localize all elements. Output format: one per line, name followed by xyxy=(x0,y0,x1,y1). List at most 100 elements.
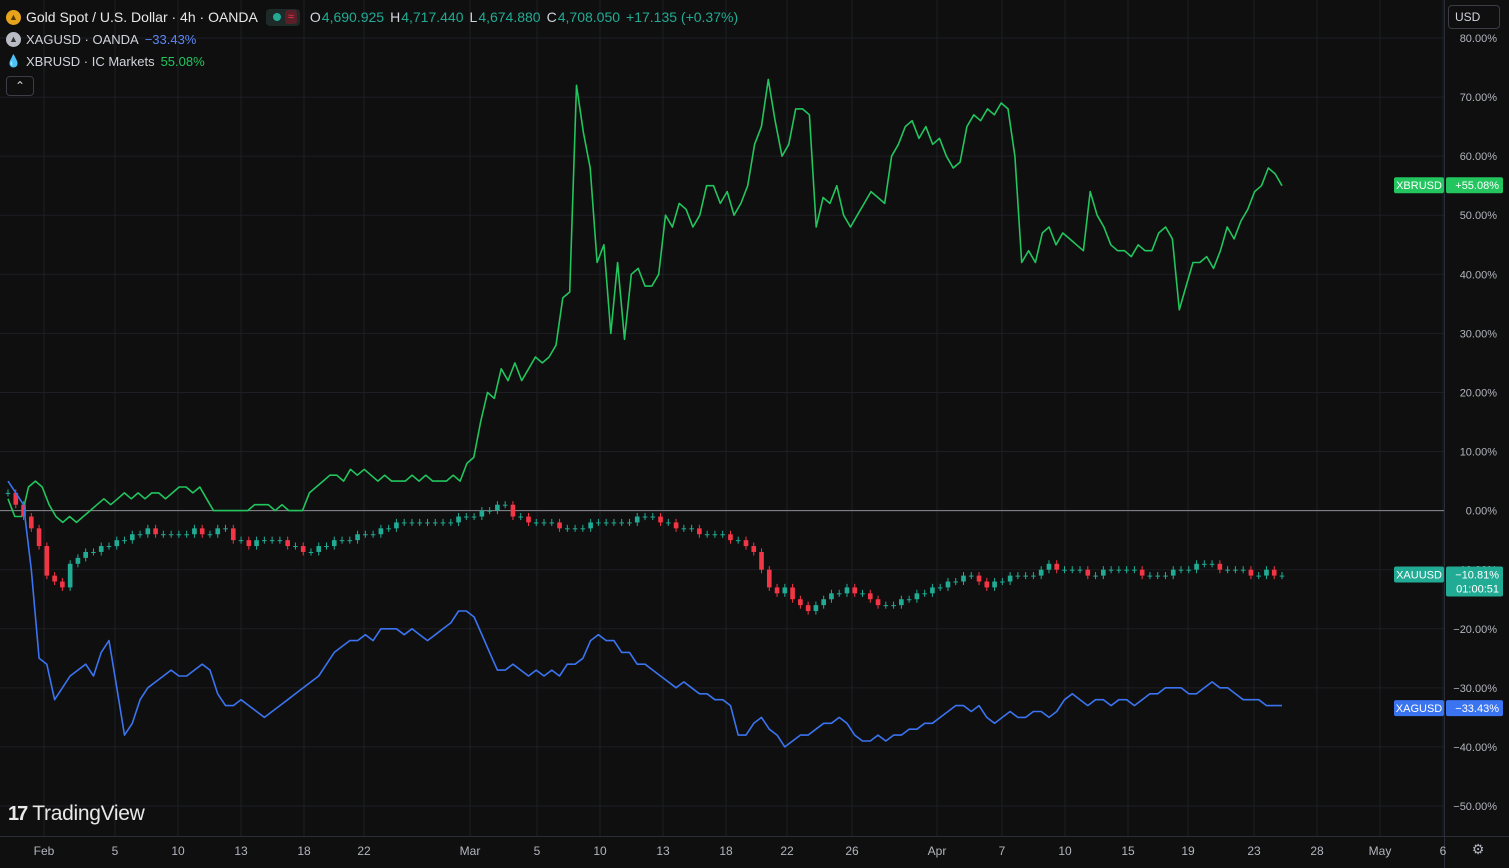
candle-body xyxy=(1069,569,1075,571)
y-tick-label: −40.00% xyxy=(1453,742,1497,754)
candle-body xyxy=(238,540,244,542)
x-tick-label: 5 xyxy=(112,844,119,858)
candle-body xyxy=(572,528,578,530)
price-label-value-bg xyxy=(1446,177,1503,194)
xbr-symbol-title[interactable]: XBRUSD · IC Markets xyxy=(26,53,155,69)
candle-body xyxy=(1132,569,1137,571)
series-line-xagusd[interactable] xyxy=(7,480,1282,748)
x-tick-label: 10 xyxy=(171,844,185,858)
price-label-xbrusd[interactable]: XBRUSD +55.08% xyxy=(1394,177,1503,194)
candle-body xyxy=(5,492,11,494)
candle-body xyxy=(728,534,733,541)
candle-body xyxy=(953,581,959,583)
y-tick-label: 30.00% xyxy=(1460,328,1498,340)
gear-icon[interactable]: ⚙ xyxy=(1471,841,1485,857)
x-tick-label: 18 xyxy=(297,844,311,858)
candle-body xyxy=(759,551,764,570)
candle-body xyxy=(836,593,842,595)
legend-collapse-button[interactable]: ⌃ xyxy=(6,76,34,96)
xbr-percent: 55.08% xyxy=(160,53,205,69)
x-axis[interactable]: Feb 5 10 13 18 22 Mar 5 10 13 18 22 26 Apr 7 10 15 19 23 28… xyxy=(34,844,1447,858)
candle-body xyxy=(665,522,671,524)
candle-body xyxy=(875,599,881,606)
price-label-xagusd[interactable]: XAGUSD −33.43% xyxy=(1394,700,1503,717)
candle-body xyxy=(774,587,780,594)
series-line-xbrusd[interactable] xyxy=(7,78,1283,524)
candle-body xyxy=(1062,569,1067,571)
x-tick-label: 28 xyxy=(1310,844,1324,858)
candle-body xyxy=(114,540,120,547)
candle-body xyxy=(673,522,679,529)
candle-body xyxy=(611,522,617,524)
price-label-name: XAUUSD xyxy=(1396,569,1442,581)
price-label-value: +55.08% xyxy=(1455,180,1499,192)
tradingview-logo[interactable]: 17 TradingView xyxy=(8,802,145,826)
market-status-pill[interactable]: ≈ xyxy=(265,8,300,26)
y-tick-label: 40.00% xyxy=(1460,269,1498,281)
candle-body xyxy=(339,540,345,542)
candle-body xyxy=(984,581,990,588)
candle-body xyxy=(1007,575,1013,582)
x-tick-label: 13 xyxy=(656,844,670,858)
silver-symbol-icon: ▲ xyxy=(6,31,21,47)
price-label-xauusd[interactable]: XAUUSD −10.81% 01:00:51 xyxy=(1394,566,1503,597)
y-tick-label: 70.00% xyxy=(1460,92,1498,104)
candle-body xyxy=(425,522,430,524)
candle-body xyxy=(619,522,625,524)
grid xyxy=(0,0,1444,836)
x-tick-label: 6 xyxy=(1440,844,1447,858)
candle-body xyxy=(1023,575,1028,577)
candle-body xyxy=(378,528,384,535)
x-tick-label: 22 xyxy=(357,844,371,858)
y-axis[interactable]: 80.00% 70.00% 60.00% 50.00% 40.00% 30.00% 20.0… xyxy=(1453,33,1497,813)
candle-body xyxy=(1271,569,1277,576)
xag-symbol-title[interactable]: XAGUSD · OANDA xyxy=(26,31,139,47)
candle-body xyxy=(285,540,290,547)
candle-body xyxy=(409,522,415,524)
gold-symbol-icon: ▲ xyxy=(6,9,21,25)
candle-body xyxy=(316,546,322,552)
legend-main-row[interactable]: ▲ Gold Spot / U.S. Dollar · 4h · OANDA ≈… xyxy=(6,6,744,28)
x-tick-label: 7 xyxy=(999,844,1006,858)
candle-body xyxy=(13,492,19,505)
x-tick-label: 22 xyxy=(780,844,794,858)
candle-body xyxy=(1248,569,1254,576)
candle-body xyxy=(331,540,337,547)
candle-body xyxy=(145,528,151,535)
candle-body xyxy=(1139,569,1145,576)
candle-body xyxy=(246,540,252,547)
candle-body xyxy=(28,516,34,529)
candle-body xyxy=(634,516,640,523)
legend-xag-row[interactable]: ▲ XAGUSD · OANDA −33.43% xyxy=(6,28,744,50)
main-symbol-title[interactable]: Gold Spot / U.S. Dollar · 4h · OANDA xyxy=(26,9,258,25)
candle-body xyxy=(914,593,920,600)
candle-body xyxy=(440,522,446,524)
candle-body xyxy=(766,569,772,588)
candle-body xyxy=(176,534,182,536)
candle-body xyxy=(192,528,197,535)
candle-body xyxy=(782,587,788,594)
candle-body xyxy=(324,546,329,548)
candle-body xyxy=(223,528,228,530)
candle-body xyxy=(1256,575,1262,577)
candle-body xyxy=(580,528,586,530)
series-candles-xauusd[interactable] xyxy=(5,489,1285,615)
candle-body xyxy=(60,581,65,588)
candle-body xyxy=(168,534,174,536)
legend-xbr-row[interactable]: 💧 XBRUSD · IC Markets 55.08% xyxy=(6,50,744,72)
candle-body xyxy=(712,534,718,536)
x-tick-label: 18 xyxy=(719,844,733,858)
candle-body xyxy=(471,516,477,518)
price-label-name-bg xyxy=(1394,177,1444,194)
candle-body xyxy=(1015,575,1021,577)
x-tick-label: 19 xyxy=(1181,844,1195,858)
y-tick-label: −30.00% xyxy=(1453,683,1497,695)
tradingview-logo-text: TradingView xyxy=(32,802,145,825)
candle-body xyxy=(363,534,368,536)
y-tick-label: 0.00% xyxy=(1466,506,1497,518)
candle-body xyxy=(627,522,632,524)
candle-body xyxy=(386,528,391,530)
currency-button[interactable]: USD xyxy=(1448,5,1500,29)
candle-body xyxy=(937,587,943,589)
